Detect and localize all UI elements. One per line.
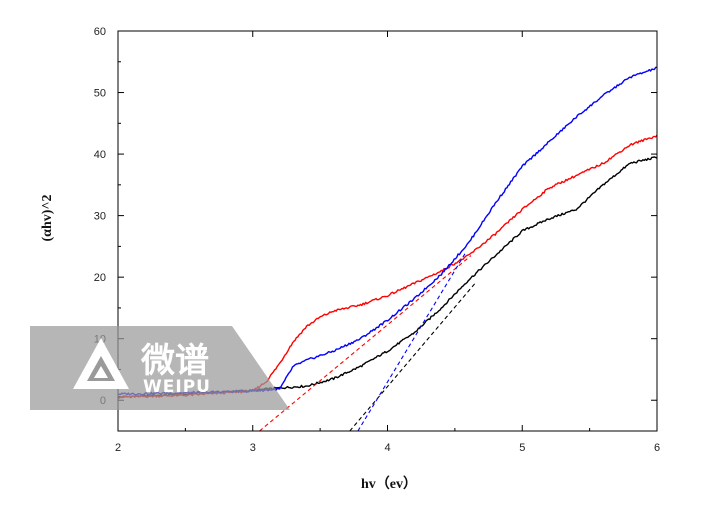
x-tick-label: 5 xyxy=(519,442,525,454)
series-line-4 xyxy=(259,255,472,431)
y-tick-label: 30 xyxy=(94,211,106,223)
watermark-text-en: WEIPU xyxy=(143,377,211,397)
x-tick-label: 6 xyxy=(654,442,660,454)
series-line-5 xyxy=(349,282,476,431)
y-tick-label: 60 xyxy=(94,26,106,38)
watermark-logo: 微谱 WEIPU xyxy=(30,326,290,410)
x-axis-title: hv（ev） xyxy=(361,476,417,492)
watermark-mark-icon xyxy=(73,338,129,389)
y-tick-label: 50 xyxy=(94,88,106,100)
y-tick-label: 40 xyxy=(94,149,106,161)
axes-layer: 234560102030405060 xyxy=(94,26,660,454)
x-tick-label: 4 xyxy=(384,442,390,454)
x-tick-label: 2 xyxy=(115,442,121,454)
y-axis-title: (αhv)^2 xyxy=(40,194,55,241)
series-line-6 xyxy=(357,252,467,431)
y-tick-label: 20 xyxy=(94,272,106,284)
watermark-text-cn: 微谱 xyxy=(140,341,209,381)
x-tick-label: 3 xyxy=(250,442,256,454)
